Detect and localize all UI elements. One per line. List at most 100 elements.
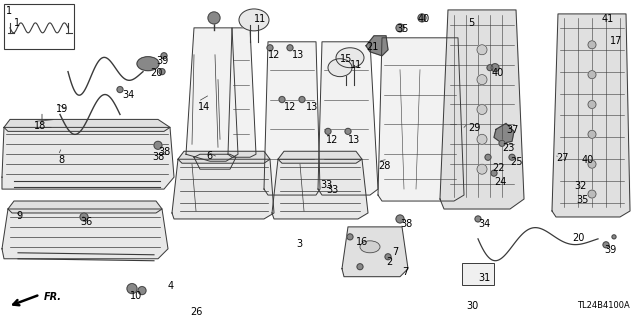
Text: 41: 41 — [602, 14, 614, 24]
Polygon shape — [378, 38, 464, 201]
Bar — [462, 263, 494, 285]
Ellipse shape — [137, 57, 159, 71]
Text: 26: 26 — [190, 307, 202, 316]
Polygon shape — [172, 159, 274, 219]
Text: 30: 30 — [466, 300, 478, 311]
Text: 27: 27 — [556, 153, 568, 163]
Text: 34: 34 — [122, 90, 134, 100]
Text: 28: 28 — [378, 161, 390, 171]
Circle shape — [487, 65, 493, 71]
Text: 37: 37 — [506, 125, 518, 135]
Text: 8: 8 — [58, 155, 64, 165]
Polygon shape — [8, 201, 162, 213]
Ellipse shape — [360, 241, 380, 253]
Text: 11: 11 — [254, 14, 266, 24]
Text: 11: 11 — [350, 60, 362, 70]
Circle shape — [588, 190, 596, 198]
Circle shape — [345, 128, 351, 134]
Text: 14: 14 — [198, 101, 211, 112]
Circle shape — [161, 53, 167, 59]
Text: 12: 12 — [284, 101, 296, 112]
Text: 33: 33 — [326, 185, 339, 195]
Polygon shape — [278, 151, 362, 163]
Polygon shape — [264, 42, 320, 195]
Text: 17: 17 — [610, 36, 622, 46]
Text: 40: 40 — [582, 155, 595, 165]
Polygon shape — [2, 209, 168, 259]
Circle shape — [509, 154, 515, 160]
Circle shape — [603, 242, 609, 248]
Text: 35: 35 — [576, 195, 588, 205]
Text: FR.: FR. — [44, 292, 62, 301]
Circle shape — [396, 24, 404, 32]
Text: 4: 4 — [168, 281, 174, 291]
Text: 39: 39 — [156, 56, 168, 66]
Circle shape — [491, 64, 499, 72]
Circle shape — [154, 141, 162, 149]
Circle shape — [588, 100, 596, 108]
Text: 6: 6 — [206, 151, 212, 161]
Polygon shape — [228, 28, 256, 157]
Text: 36: 36 — [80, 217, 92, 227]
Circle shape — [588, 71, 596, 78]
Text: 7: 7 — [402, 267, 408, 277]
Circle shape — [491, 170, 497, 176]
Polygon shape — [4, 119, 170, 131]
Circle shape — [208, 12, 220, 24]
Polygon shape — [366, 36, 388, 56]
Circle shape — [299, 97, 305, 102]
Circle shape — [138, 286, 146, 294]
Circle shape — [396, 215, 404, 223]
Text: 18: 18 — [34, 122, 46, 131]
Text: 13: 13 — [292, 50, 304, 60]
Text: 32: 32 — [574, 181, 586, 191]
Text: 7: 7 — [392, 247, 398, 257]
Circle shape — [357, 264, 363, 270]
Circle shape — [347, 234, 353, 240]
Circle shape — [477, 134, 487, 144]
Text: 21: 21 — [366, 42, 378, 52]
Polygon shape — [494, 123, 514, 143]
Text: 38: 38 — [400, 219, 412, 229]
Text: 1: 1 — [14, 18, 20, 28]
Text: 19: 19 — [56, 103, 68, 114]
Ellipse shape — [336, 48, 364, 68]
Circle shape — [485, 154, 491, 160]
Text: 23: 23 — [502, 143, 515, 153]
Polygon shape — [2, 127, 174, 189]
Text: 3: 3 — [296, 239, 302, 249]
Text: 12: 12 — [268, 50, 280, 60]
Text: 33: 33 — [320, 180, 332, 190]
Circle shape — [477, 164, 487, 174]
Text: 10: 10 — [130, 291, 142, 300]
Circle shape — [418, 14, 426, 22]
Text: 38: 38 — [152, 152, 164, 162]
Text: 39: 39 — [604, 245, 616, 255]
Polygon shape — [194, 154, 236, 169]
Text: 31: 31 — [478, 273, 490, 283]
Polygon shape — [318, 42, 378, 195]
Text: 38: 38 — [158, 147, 170, 157]
Text: 35: 35 — [396, 24, 408, 34]
Text: 20: 20 — [572, 233, 584, 243]
Circle shape — [117, 86, 123, 93]
Circle shape — [287, 45, 293, 51]
Polygon shape — [178, 151, 270, 163]
Circle shape — [385, 254, 391, 260]
Text: 25: 25 — [510, 157, 522, 167]
Text: 29: 29 — [468, 123, 481, 133]
Circle shape — [477, 75, 487, 85]
Text: 40: 40 — [492, 68, 504, 78]
Bar — [4, 4, 74, 49]
Circle shape — [588, 160, 596, 168]
Text: TL24B4100A: TL24B4100A — [577, 300, 630, 309]
Text: 9: 9 — [16, 211, 22, 221]
Text: 24: 24 — [494, 177, 506, 187]
Circle shape — [612, 235, 616, 239]
Text: 2: 2 — [386, 257, 392, 267]
Circle shape — [267, 45, 273, 51]
Text: 22: 22 — [492, 163, 504, 173]
Text: 20: 20 — [150, 68, 163, 78]
Text: 5: 5 — [468, 18, 474, 28]
Circle shape — [477, 45, 487, 55]
